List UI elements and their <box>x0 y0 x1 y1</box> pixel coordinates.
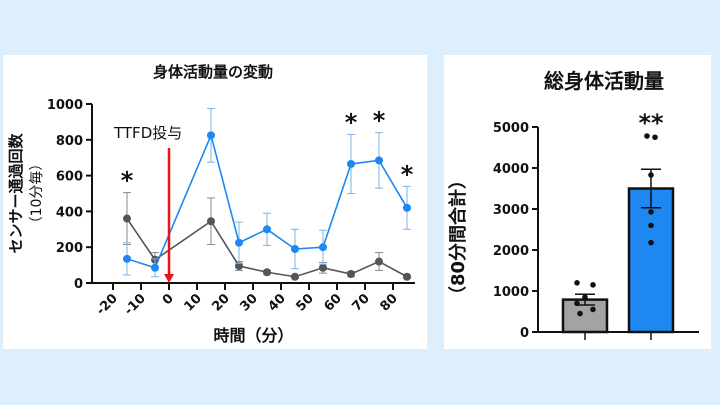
y-tick-label: 1000 <box>493 285 529 300</box>
axes: 0 1000 2000 3000 4000 5000 <box>493 121 699 341</box>
data-point <box>123 214 131 223</box>
y-tick-label: 600 <box>56 170 83 185</box>
x-tick-label: 0 <box>160 291 177 308</box>
svg-text:センサー通過回数: センサー通過回数 <box>7 133 25 254</box>
data-point <box>347 159 355 168</box>
y-tick-label: 200 <box>56 241 83 256</box>
data-point <box>123 254 131 263</box>
data-point <box>648 222 654 229</box>
y-tick-label: 800 <box>56 134 83 149</box>
data-point <box>151 263 159 272</box>
data-point <box>235 238 243 247</box>
x-tick-label: -20 <box>94 291 121 318</box>
x-tick-label: 50 <box>293 291 316 314</box>
control-bar <box>561 280 609 340</box>
y-tick-label: 2000 <box>493 244 529 259</box>
data-point <box>574 280 580 286</box>
x-tick-label: -10 <box>122 291 149 318</box>
x-axis-label: 時間（分） <box>213 326 293 345</box>
data-point <box>403 272 411 281</box>
significance-star: * <box>121 167 134 195</box>
data-point <box>582 294 588 300</box>
line-chart-title: 身体活動量の変動 <box>153 63 273 81</box>
x-tick-label: 80 <box>377 291 400 314</box>
x-tick-label: 10 <box>181 291 204 314</box>
total-activity-panel: 総身体活動量 （80分間合計） 0 1000 2000 3000 4000 5000 ** <box>444 55 711 349</box>
data-point <box>375 156 383 165</box>
data-point <box>590 282 596 288</box>
significance-star: * <box>401 160 414 188</box>
significance-star: * <box>373 107 386 135</box>
data-point <box>652 134 658 141</box>
ttfd-bar <box>627 133 675 340</box>
y-tick-label: 1000 <box>47 98 83 113</box>
x-tick-label: 60 <box>321 291 344 314</box>
significance-stars: ** <box>638 109 664 137</box>
bar-chart: 総身体活動量 （80分間合計） 0 1000 2000 3000 4000 5000 ** <box>447 69 699 341</box>
data-point <box>263 268 271 277</box>
ttfd-annotation: TTFD投与 <box>113 124 182 142</box>
x-tick-label: 70 <box>349 291 372 314</box>
y-tick-label: 400 <box>56 205 83 220</box>
bar-chart-title: 総身体活動量 <box>544 69 664 93</box>
data-point <box>291 244 299 253</box>
x-tick-label: 30 <box>237 291 260 314</box>
x-tick-label: 20 <box>209 291 232 314</box>
data-point <box>648 239 654 246</box>
data-point <box>577 310 583 317</box>
data-point <box>574 300 580 307</box>
data-point <box>291 272 299 281</box>
y-tick-label: 0 <box>520 326 529 341</box>
data-point <box>644 133 650 139</box>
activity-time-course-panel: 身体活動量の変動 センサー通過回数 （10分毎） 0 200 400 600 800 1000-… <box>3 55 427 349</box>
data-point <box>648 172 654 178</box>
data-point <box>403 203 411 212</box>
data-point <box>648 209 654 215</box>
data-point <box>375 257 383 266</box>
data-point <box>319 263 327 272</box>
y-tick-label: 4000 <box>493 162 529 177</box>
x-tick-label: 40 <box>265 291 288 314</box>
data-point <box>207 131 215 140</box>
significance-star: * <box>345 108 358 136</box>
y-axis-label: センサー通過回数 （10分毎） <box>7 133 45 254</box>
data-point <box>319 243 327 252</box>
data-point <box>590 306 596 313</box>
data-point <box>207 217 215 226</box>
ttfd-series <box>123 107 411 278</box>
data-point <box>347 270 355 279</box>
data-point <box>235 261 243 270</box>
data-point <box>263 225 271 234</box>
svg-text:（80分間合計）: （80分間合計） <box>447 171 469 304</box>
y-tick-label: 3000 <box>493 203 529 218</box>
y-tick-label: 5000 <box>493 121 529 136</box>
y-tick-label: 0 <box>74 277 83 292</box>
ttfd-arrow-icon <box>164 148 174 283</box>
svg-text:（10分毎）: （10分毎） <box>29 157 45 231</box>
y-axis-label: （80分間合計） <box>447 171 469 304</box>
